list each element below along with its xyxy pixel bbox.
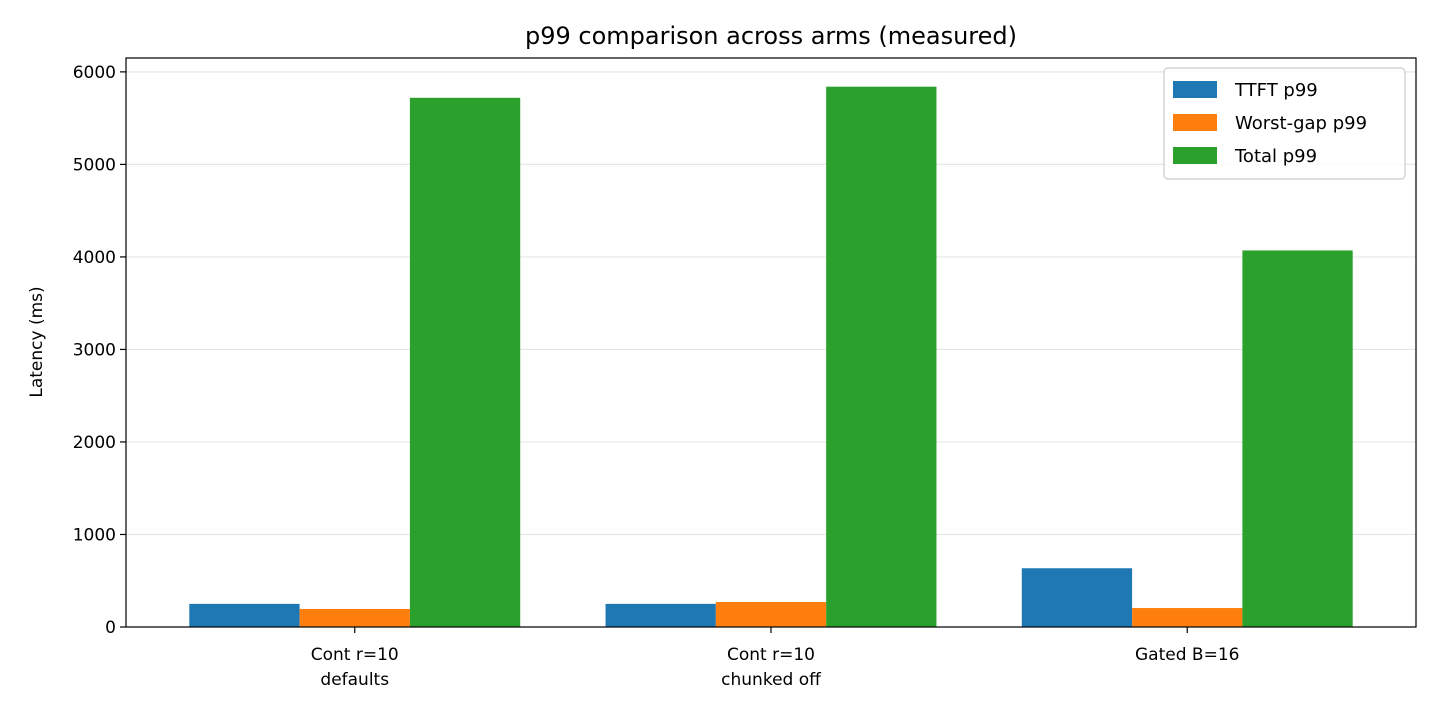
bar-total-p99-1: [826, 86, 937, 628]
y-tick-label: 3000: [73, 340, 116, 360]
x-tick-label: Cont r=10: [727, 645, 815, 665]
y-tick-label: 6000: [73, 63, 116, 83]
grid-lines: [126, 71, 1416, 628]
legend-swatch: [1173, 114, 1217, 131]
y-tick-label: 0: [105, 618, 116, 638]
bars: [189, 86, 1353, 628]
bar-total-p99-0: [409, 97, 521, 627]
bar-worst-gap-p99-1: [715, 602, 827, 627]
x-tick-label: defaults: [320, 670, 389, 690]
legend-box: [1163, 67, 1406, 180]
bar-worst-gap-p99-0: [299, 608, 410, 627]
y-tick-label: 4000: [73, 248, 116, 268]
bar-total-p99-2: [1242, 250, 1353, 628]
bar-ttft-p99-0: [189, 603, 300, 627]
y-tick-label: 1000: [73, 525, 116, 545]
legend-swatch: [1173, 147, 1217, 164]
legend-label: Total p99: [1234, 146, 1317, 167]
axis-ticks: 0 1000 2000 3000 4000 5000 6000 Cont r=10 defaul…: [73, 63, 1240, 690]
x-tick-label: chunked off: [721, 670, 822, 690]
bar-worst-gap-p99-2: [1132, 608, 1243, 627]
bar-ttft-p99-2: [1021, 568, 1133, 627]
chart-title: p99 comparison across arms (measured): [525, 22, 1017, 50]
x-tick-label: Gated B=16: [1135, 645, 1239, 665]
y-axis-label: Latency (ms): [27, 286, 47, 397]
y-tick-label: 5000: [73, 155, 116, 175]
x-tick-label: Cont r=10: [311, 645, 399, 665]
legend-label: Worst-gap p99: [1235, 113, 1367, 134]
legend-label: TTFT p99: [1234, 80, 1318, 101]
legend-swatch: [1173, 81, 1217, 98]
bar-ttft-p99-1: [605, 603, 716, 627]
y-tick-label: 2000: [73, 433, 116, 453]
legend: TTFT p99 Worst-gap p99 Total p99: [1163, 67, 1406, 180]
